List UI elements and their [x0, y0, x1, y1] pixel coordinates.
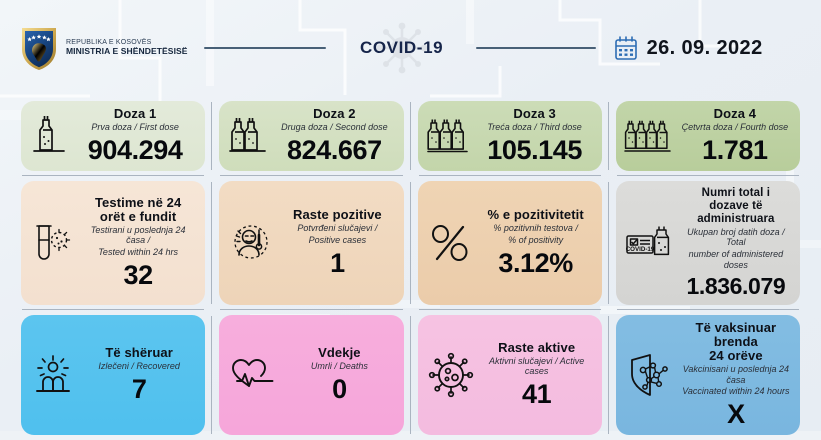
card-title: Doza 3: [513, 106, 556, 121]
card-subtitle-2: Vaccinated within 24 hours: [682, 386, 790, 397]
card-value: 1: [330, 247, 345, 278]
svg-text:COVID-19: COVID-19: [625, 246, 654, 253]
card-vaccinated-24h[interactable]: Të vaksinuar brenda 24 orëve Vakcinisani…: [615, 314, 800, 436]
card-subtitle: Izlečeni / Recovered: [98, 360, 180, 371]
vial-1-icon: [29, 110, 69, 162]
card-subtitle: Testirani u poslednja 24 časa /: [90, 224, 186, 246]
vial-3-icon: [426, 110, 472, 162]
covid-title-block: COVID-19: [342, 18, 462, 78]
dashboard-header: REPUBLIKA E KOSOVËS MINISTRIA E SHËNDETË…: [14, 0, 807, 96]
card-title: Doza 1: [113, 106, 157, 121]
percent-icon: [426, 218, 474, 268]
stats-grid: Doza 1 Prva doza / First dose 904.294: [14, 96, 807, 436]
cell-vaccinated-24h: Të vaksinuar brenda 24 orëve Vakcinisani…: [609, 310, 807, 440]
card-subtitle-2: Tested within 24 hrs: [98, 247, 178, 258]
cell-active-cases: Raste aktive Aktivni slučajevi / Active …: [411, 310, 610, 440]
fever-patient-icon: [227, 218, 275, 268]
card-subtitle-2: % of positivity: [508, 234, 564, 245]
card-subtitle: Treća doza / Third dose: [487, 122, 582, 133]
cell-doza-3: Doza 3 Treća doza / Third dose 105.145: [411, 96, 610, 176]
card-value: 1.781: [702, 134, 768, 165]
card-title: % e pozitivitetit: [487, 206, 584, 222]
header-rule-right: [475, 47, 596, 49]
card-subtitle: Druga doza / Second dose: [281, 122, 388, 133]
card-subtitle: Aktivni slučajevi / Active cases: [489, 355, 585, 377]
card-subtitle: Prva doza / First dose: [91, 122, 179, 133]
virus-icon: [426, 350, 476, 400]
kosovo-coat-of-arms-shield-icon: [22, 28, 56, 70]
card-title: Të vaksinuar brenda: [695, 319, 777, 349]
card-value: 1.836.079: [686, 272, 786, 299]
card-subtitle: % pozitivnih testova /: [493, 222, 578, 233]
cell-doza-4: Doza 4 Çetvrta doza / Fourth dose 1.781: [609, 96, 807, 176]
cell-deaths: Vdekje Umrli / Deaths 0: [212, 310, 411, 440]
card-deaths[interactable]: Vdekje Umrli / Deaths 0: [219, 314, 404, 436]
covid-vaccination-card-icon: COVID-19: [624, 218, 676, 268]
card-positivity-rate[interactable]: % e pozitivitetit % pozitivnih testova /…: [417, 180, 602, 305]
card-subtitle-2: number of administered doses: [688, 249, 784, 270]
card-title: Testime në 24 orët e fundit: [94, 194, 182, 224]
card-value: 3.12%: [498, 247, 573, 278]
sunrise-recovery-icon: [29, 350, 77, 400]
vial-2-icon: [227, 110, 269, 162]
vial-4-icon: [624, 110, 674, 162]
card-doza-1[interactable]: Doza 1 Prva doza / First dose 904.294: [21, 101, 206, 171]
card-title: Të shëruar: [105, 344, 173, 360]
card-subtitle: Umrli / Deaths: [310, 360, 368, 371]
cell-doza-1: Doza 1 Prva doza / First dose 904.294: [14, 96, 213, 176]
ministry-logo: REPUBLIKA E KOSOVËS MINISTRIA E SHËNDETË…: [20, 25, 188, 71]
card-positive-cases[interactable]: Raste pozitive Potvrđeni slučajevi / Pos…: [219, 180, 404, 305]
card-title: Vdekje: [318, 344, 361, 360]
card-doza-4[interactable]: Doza 4 Çetvrta doza / Fourth dose 1.781: [615, 101, 800, 171]
shield-molecule-icon: [624, 350, 676, 400]
card-recovered[interactable]: Të shëruar Izlečeni / Recovered 7: [21, 314, 206, 436]
card-value: 7: [131, 373, 147, 404]
heart-flatline-icon: [227, 352, 279, 398]
card-value: 904.294: [87, 134, 183, 165]
card-title: Raste aktive: [498, 339, 576, 355]
card-title-2: 24 orëve: [709, 347, 763, 363]
cell-recovered: Të shëruar Izlečeni / Recovered 7: [14, 310, 213, 440]
card-subtitle-2: Positive cases: [308, 234, 367, 245]
card-title: Doza 2: [313, 106, 356, 121]
card-title: Raste pozitive: [292, 206, 382, 222]
card-subtitle: Çetvrta doza / Fourth dose: [681, 122, 789, 133]
report-date: 26. 09. 2022: [646, 36, 763, 59]
card-value: 0: [332, 373, 347, 404]
card-subtitle: Ukupan broj datih doza / Total: [687, 226, 785, 248]
card-doza-3[interactable]: Doza 3 Treća doza / Third dose 105.145: [417, 101, 602, 171]
card-title: Numri total i dozave të administruara: [697, 186, 775, 225]
covid-title: COVID-19: [359, 38, 444, 57]
card-tests-24h[interactable]: Testime në 24 orët e fundit Testirani u …: [21, 180, 206, 305]
cell-doza-2: Doza 2 Druga doza / Second dose 824.667: [212, 96, 411, 176]
card-subtitle: Vakcinisani u poslednja 24 časa: [682, 363, 789, 385]
cell-positivity-rate: % e pozitivitetit % pozitivnih testova /…: [411, 176, 610, 310]
card-value: X: [727, 399, 745, 430]
cell-total-doses: COVID-19 Numri total i dozave të adminis…: [609, 176, 807, 310]
card-title: Doza 4: [713, 106, 757, 121]
card-active-cases[interactable]: Raste aktive Aktivni slučajevi / Active …: [417, 314, 602, 436]
card-value: 41: [522, 379, 552, 410]
dashboard-page: REPUBLIKA E KOSOVËS MINISTRIA E SHËNDETË…: [14, 0, 807, 436]
logo-line-2: MINISTRIA E SHËNDETËSISË: [66, 46, 188, 57]
date-block: 26. 09. 2022: [614, 35, 763, 61]
card-doza-2[interactable]: Doza 2 Druga doza / Second dose 824.667: [219, 101, 404, 171]
cell-tests-24h: Testime në 24 orët e fundit Testirani u …: [14, 176, 213, 310]
card-value: 824.667: [286, 134, 382, 165]
header-rule-left: [203, 47, 326, 49]
test-tube-virus-icon: [29, 218, 75, 268]
calendar-icon: [614, 36, 637, 60]
card-total-doses[interactable]: COVID-19 Numri total i dozave të adminis…: [615, 180, 800, 305]
cell-positive-cases: Raste pozitive Potvrđeni slučajevi / Pos…: [212, 176, 411, 310]
card-value: 32: [123, 259, 154, 290]
card-subtitle: Potvrđeni slučajevi /: [297, 222, 378, 233]
card-value: 105.145: [487, 134, 583, 165]
